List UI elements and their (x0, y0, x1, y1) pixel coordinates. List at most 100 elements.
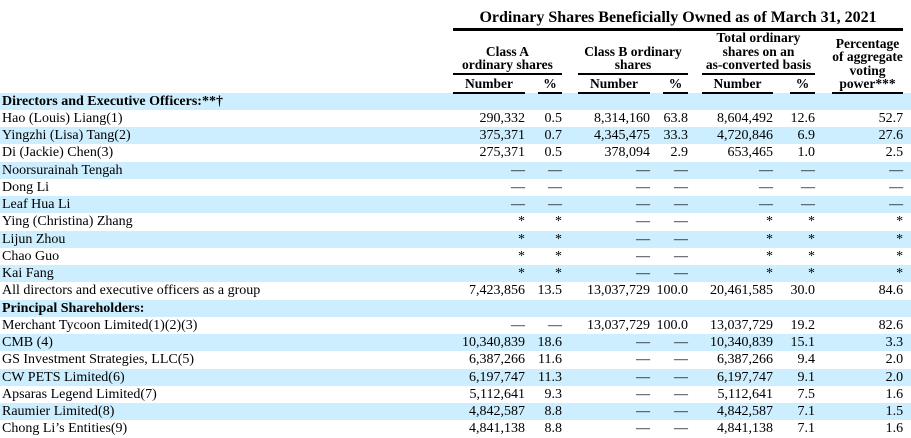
cell-voting-percent: 27.6 (878, 128, 904, 143)
col-header-class-b-percent: % (663, 73, 688, 94)
table-row: Chong Li’s Entities(9) 4,841,138 8.8 — —… (0, 420, 911, 437)
cell-class-b-percent: — (674, 352, 688, 368)
cell-class-b-number (562, 300, 650, 317)
cell-class-a-number: — (511, 162, 525, 178)
column-group-class-a: Class A ordinary shares (453, 29, 562, 75)
cell-class-a-number: 275,371 (479, 145, 526, 161)
col-header-class-a-percent: % (538, 73, 562, 94)
cell-class-b-number: — (636, 162, 650, 178)
cell-class-a-percent: 8.8 (544, 421, 563, 437)
table-row: Kai Fang * * — — * * * (0, 265, 911, 283)
table-row: All directors and executive officers as … (0, 282, 911, 299)
cell-total-percent: 9.1 (797, 369, 816, 385)
cell-class-b-number: — (636, 266, 650, 281)
row-label: Ying (Christina) Zhang (2, 214, 133, 230)
row-label: Chao Guo (2, 248, 60, 264)
cell-class-a-percent: * (555, 248, 562, 264)
cell-class-a-number: * (518, 231, 525, 247)
cell-class-b-number: — (636, 421, 650, 437)
cell-voting-percent: 2.5 (885, 145, 904, 161)
cell-total-percent: 7.1 (797, 404, 816, 419)
cell-class-b-number: 378,094 (604, 145, 651, 161)
cell-total-percent: — (801, 197, 815, 212)
row-label: Apsaras Legend Limited(7) (2, 386, 157, 402)
cell-total-number: — (759, 179, 773, 195)
cell-class-b-percent: — (674, 421, 688, 437)
cell-class-a-number: 6,387,266 (469, 352, 525, 368)
cell-total-percent: 7.1 (797, 421, 816, 437)
cell-class-b-percent: — (674, 369, 688, 385)
cell-voting-percent: 84.6 (878, 283, 904, 299)
cell-class-a-percent: — (548, 179, 562, 195)
cell-total-number: 6,387,266 (717, 352, 773, 368)
cell-voting-percent: 82.6 (878, 317, 904, 333)
table-row: GS Investment Strategies, LLC(5) 6,387,2… (0, 351, 911, 368)
col-header-total-percent: % (790, 73, 815, 94)
cell-class-b-percent: — (674, 162, 688, 178)
cell-class-a-number: — (511, 317, 525, 333)
col-header-total-number: Number (702, 73, 773, 94)
table-row: CMB (4) 10,340,839 18.6 — — 10,340,839 1… (0, 334, 911, 352)
cell-class-b-number: — (636, 369, 650, 385)
cell-class-b-percent: — (674, 248, 688, 264)
column-group-voting-power: Percentage of aggregate voting power*** (832, 29, 904, 94)
cell-total-number (688, 300, 773, 317)
cell-voting-percent: 3.3 (885, 335, 904, 350)
table-row: Ying (Christina) Zhang * * — — * * * (0, 213, 911, 230)
table-row: Noorsurainah Tengah — — — — — — — (0, 161, 911, 179)
cell-class-a-number: 5,112,641 (469, 386, 525, 402)
table-row: Merchant Tycoon Limited(1)(2)(3) — — 13,… (0, 317, 911, 334)
cell-total-number: * (766, 231, 773, 247)
cell-total-number: 6,197,747 (717, 369, 773, 385)
cell-class-a-percent: — (548, 197, 562, 212)
row-label: Principal Shareholders: (2, 300, 145, 316)
cell-class-a-number: — (511, 179, 525, 195)
cell-class-b-percent (650, 93, 688, 110)
cell-class-a-number: — (511, 197, 525, 212)
cell-total-percent: * (808, 266, 815, 281)
cell-voting-percent (815, 93, 903, 110)
cell-total-number: 10,340,839 (710, 335, 773, 350)
cell-class-b-percent: — (674, 214, 688, 230)
cell-class-b-number: — (636, 197, 650, 212)
cell-total-number: * (766, 248, 773, 264)
column-group-class-b: Class B ordinary shares (578, 29, 688, 75)
cell-total-number: 8,604,492 (717, 110, 773, 126)
row-label: Chong Li’s Entities(9) (2, 421, 128, 437)
cell-class-b-percent: — (674, 179, 688, 195)
table-row: Leaf Hua Li — — — — — — — (0, 196, 911, 214)
cell-voting-percent: 1.6 (885, 386, 904, 402)
cell-class-a-number: 6,197,747 (469, 369, 525, 385)
cell-class-a-percent (525, 93, 562, 110)
cell-total-percent: — (801, 162, 815, 178)
table-row: Yingzhi (Lisa) Tang(2) 375,371 0.7 4,345… (0, 127, 911, 145)
cell-total-percent: 9.4 (797, 352, 816, 368)
cell-total-percent: 7.5 (797, 386, 816, 402)
cell-class-a-number: * (518, 248, 525, 264)
cell-class-b-percent: 100.0 (656, 283, 689, 299)
cell-class-a-number: 4,842,587 (469, 404, 525, 419)
cell-total-percent: * (808, 248, 815, 264)
cell-class-a-number: * (518, 214, 525, 230)
cell-class-a-percent (525, 300, 562, 317)
cell-class-b-number: — (636, 248, 650, 264)
cell-voting-percent (815, 300, 903, 317)
cell-class-b-number: 13,037,729 (587, 317, 650, 333)
cell-class-a-percent: 11.6 (538, 352, 562, 368)
cell-voting-percent: * (896, 266, 904, 281)
cell-class-a-number: 7,423,856 (469, 283, 525, 299)
row-label: Merchant Tycoon Limited(1)(2)(3) (2, 317, 198, 333)
cell-voting-percent: 2.0 (885, 369, 904, 385)
cell-total-number: 4,720,846 (717, 128, 773, 143)
cell-class-b-number: — (636, 231, 650, 247)
cell-voting-percent: — (889, 162, 904, 178)
col-header-class-b-number: Number (578, 73, 650, 94)
cell-class-a-percent: — (548, 317, 562, 333)
table-row: CW PETS Limited(6) 6,197,747 11.3 — — 6,… (0, 368, 911, 386)
cell-voting-percent: * (896, 231, 904, 247)
cell-class-b-percent (650, 300, 688, 317)
cell-total-number: — (759, 162, 773, 178)
cell-class-b-number (562, 93, 650, 110)
cell-class-a-percent: 8.8 (544, 404, 563, 419)
